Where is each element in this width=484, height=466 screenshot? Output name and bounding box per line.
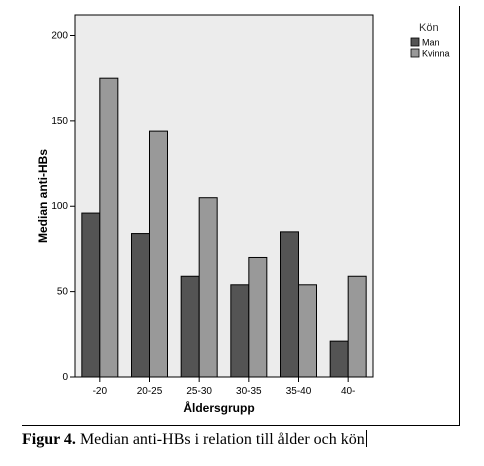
caption-text: Median anti-HBs i relation till ålder oc…	[75, 431, 365, 448]
bars-group	[81, 77, 367, 378]
y-axis-label: Median anti-HBs	[36, 149, 50, 243]
caption-label: Figur 4.	[22, 431, 76, 448]
bar-kvinna	[347, 275, 367, 378]
legend-swatch	[410, 48, 420, 58]
figure-caption: Figur 4. Median anti-HBs i relation till…	[22, 430, 367, 449]
y-tick-label: 50	[57, 287, 69, 298]
bar-man	[280, 231, 299, 378]
legend-label: Man	[422, 38, 440, 48]
bar-man	[329, 340, 349, 378]
plot-area	[74, 14, 374, 378]
x-tick-label: 35-40	[286, 386, 312, 397]
bar-kvinna	[198, 197, 218, 378]
x-tick-label: -20	[93, 386, 108, 397]
y-tick-label: 200	[51, 30, 68, 41]
legend-title: Kön	[419, 22, 439, 34]
legend-swatch	[410, 37, 420, 47]
x-axis-label: Åldersgrupp	[183, 400, 254, 415]
legend-label: Kvinna	[422, 49, 450, 59]
y-tick-label: 100	[51, 201, 68, 212]
y-tick-label: 0	[62, 372, 68, 383]
x-tick-label: 20-25	[137, 386, 163, 397]
bar-man	[180, 275, 200, 378]
bar-kvinna	[248, 256, 268, 378]
bar-man	[230, 284, 250, 378]
text-cursor	[365, 430, 367, 447]
bar-kvinna	[99, 77, 119, 378]
x-axis: -20 20-25 25-30 30-35 35-40 40-	[93, 377, 355, 397]
bar-man	[81, 212, 101, 378]
figure-frame	[22, 6, 460, 426]
y-axis: 0 50 100 150 200	[51, 30, 75, 383]
x-tick-label: 40-	[341, 386, 355, 397]
bar-man	[131, 233, 150, 378]
x-tick-label: 30-35	[236, 386, 262, 397]
bar-kvinna	[298, 284, 317, 378]
bar-kvinna	[149, 130, 168, 378]
x-tick-label: 25-30	[186, 386, 212, 397]
y-tick-label: 150	[51, 116, 68, 127]
